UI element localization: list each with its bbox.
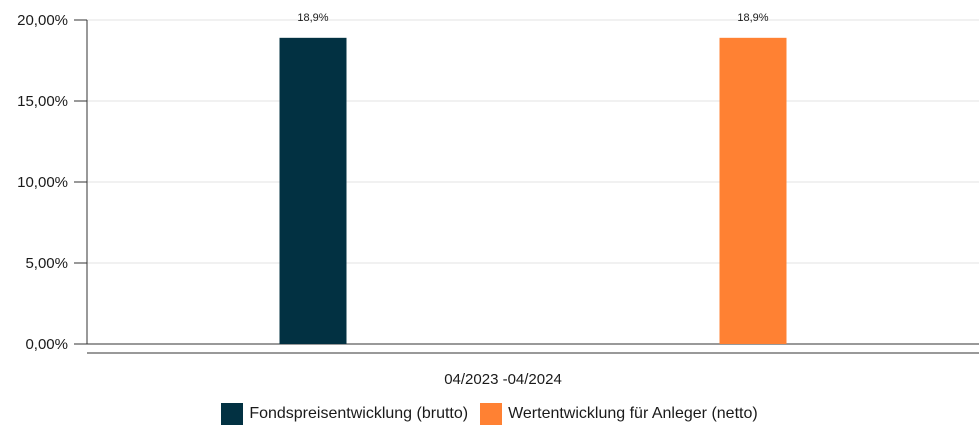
legend-item-brutto[interactable]: Fondspreisentwicklung (brutto) (221, 403, 468, 425)
y-tick-label: 20,00% (17, 12, 68, 29)
legend: Fondspreisentwicklung (brutto) Wertentwi… (0, 403, 979, 425)
bar-chart: 0,00% 5,00% 10,00% 15,00% 20,00% 18,9% 18,9% 04… (17, 12, 979, 388)
data-label: 18,9% (297, 12, 328, 24)
legend-label-netto: Wertentwicklung für Anleger (netto) (508, 405, 758, 422)
legend-item-netto[interactable]: Wertentwicklung für Anleger (netto) (480, 403, 758, 425)
legend-swatch-netto (480, 403, 503, 425)
bar-brutto (279, 37, 347, 344)
data-label: 18,9% (737, 12, 768, 24)
bar-netto (719, 37, 787, 344)
legend-label-brutto: Fondspreisentwicklung (brutto) (249, 405, 469, 422)
y-tick-label: 0,00% (25, 336, 68, 353)
y-tick-label: 10,00% (17, 174, 68, 191)
x-category-label: 04/2023 -04/2024 (444, 371, 562, 388)
y-tick-label: 15,00% (17, 93, 68, 110)
legend-swatch-brutto (221, 403, 244, 425)
y-tick-label: 5,00% (25, 255, 68, 272)
